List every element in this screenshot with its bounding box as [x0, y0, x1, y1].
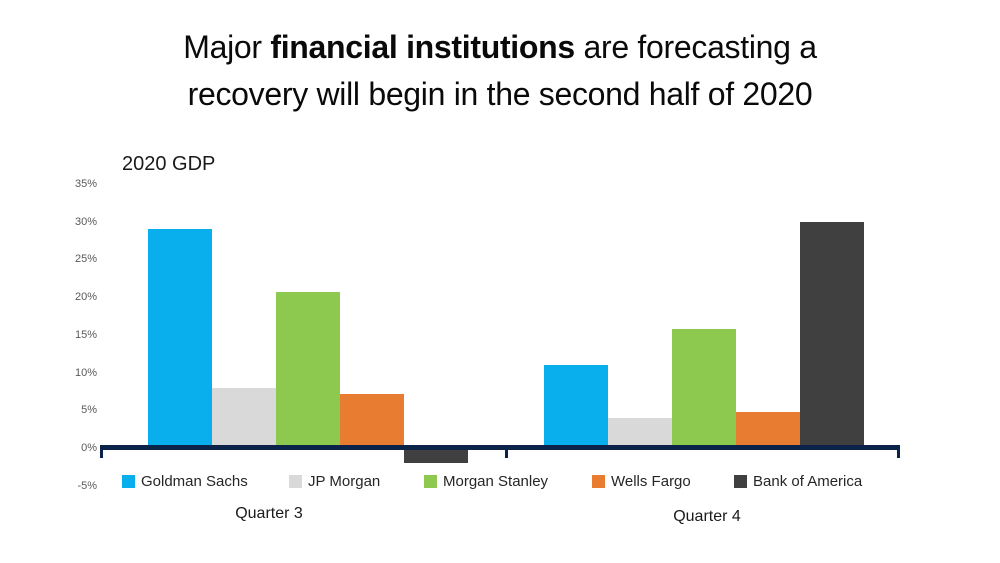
- y-axis-tick-label-30-: 30%: [74, 215, 97, 228]
- y-axis-tick-label-10-: 10%: [74, 366, 97, 379]
- legend-label-bank-of-america: Bank of America: [753, 473, 863, 490]
- legend-label-morgan-stanley: Morgan Stanley: [443, 473, 549, 490]
- slide-title-line1: Major financial institutions are forecas…: [0, 24, 1000, 71]
- legend-item-wells-fargo: Wells Fargo: [592, 473, 691, 490]
- legend-swatch-morgan-stanley: [424, 475, 437, 488]
- bar-jp-morgan-quarter-3: [212, 387, 276, 448]
- legend-label-wells-fargo: Wells Fargo: [611, 473, 691, 490]
- bar-morgan-stanley-quarter-4: [672, 328, 736, 448]
- legend-item-jp-morgan: JP Morgan: [289, 473, 380, 490]
- slide-title-emphasis: financial institutions: [270, 29, 575, 65]
- category-label-quarter-3: Quarter 3: [235, 505, 303, 522]
- bar-goldman-sachs-quarter-3: [148, 229, 212, 448]
- legend-label-goldman-sachs: Goldman Sachs: [141, 473, 248, 490]
- bar-bank-of-america-quarter-4: [800, 221, 864, 448]
- bar-bank-of-america-quarter-3: [404, 448, 468, 464]
- legend-label-jp-morgan: JP Morgan: [308, 473, 381, 490]
- bar-morgan-stanley-quarter-3: [276, 291, 340, 448]
- legend-swatch-bank-of-america: [734, 475, 747, 488]
- slide-title-line2: recovery will begin in the second half o…: [187, 76, 813, 112]
- y-axis-tick-label-25-: 25%: [74, 253, 97, 266]
- legend-item-morgan-stanley: Morgan Stanley: [424, 473, 548, 490]
- x-axis-line: [100, 445, 900, 450]
- x-axis-tick-0: [100, 445, 103, 458]
- bar-wells-fargo-quarter-3: [340, 393, 404, 448]
- y-axis-tick-label-35-: 35%: [74, 177, 97, 190]
- y-axis-tick-label-0-: 0%: [81, 442, 97, 454]
- chart-title: 2020 GDP: [122, 153, 216, 175]
- y-axis-tick-label--5-: -5%: [77, 479, 97, 492]
- y-axis-tick-label-15-: 15%: [74, 328, 97, 341]
- bar-goldman-sachs-quarter-4: [544, 364, 608, 448]
- legend-item-bank-of-america: Bank of America: [734, 473, 862, 490]
- category-label-quarter-4: Quarter 4: [673, 508, 741, 525]
- slide-title-prefix: Major: [183, 29, 271, 65]
- legend-swatch-goldman-sachs: [122, 475, 135, 488]
- slide-title-suffix: are forecasting a: [574, 29, 817, 65]
- slide-title: Major financial institutions are forecas…: [0, 24, 1000, 118]
- x-axis-tick-2: [897, 445, 900, 458]
- y-axis-tick-label-20-: 20%: [74, 291, 97, 303]
- legend-swatch-jp-morgan: [289, 475, 302, 488]
- bar-jp-morgan-quarter-4: [608, 417, 672, 448]
- legend-swatch-wells-fargo: [592, 475, 605, 488]
- legend-item-goldman-sachs: Goldman Sachs: [122, 473, 248, 490]
- y-axis-tick-label-5-: 5%: [81, 404, 97, 417]
- x-axis-tick-1: [505, 445, 508, 458]
- bar-wells-fargo-quarter-4: [736, 411, 800, 448]
